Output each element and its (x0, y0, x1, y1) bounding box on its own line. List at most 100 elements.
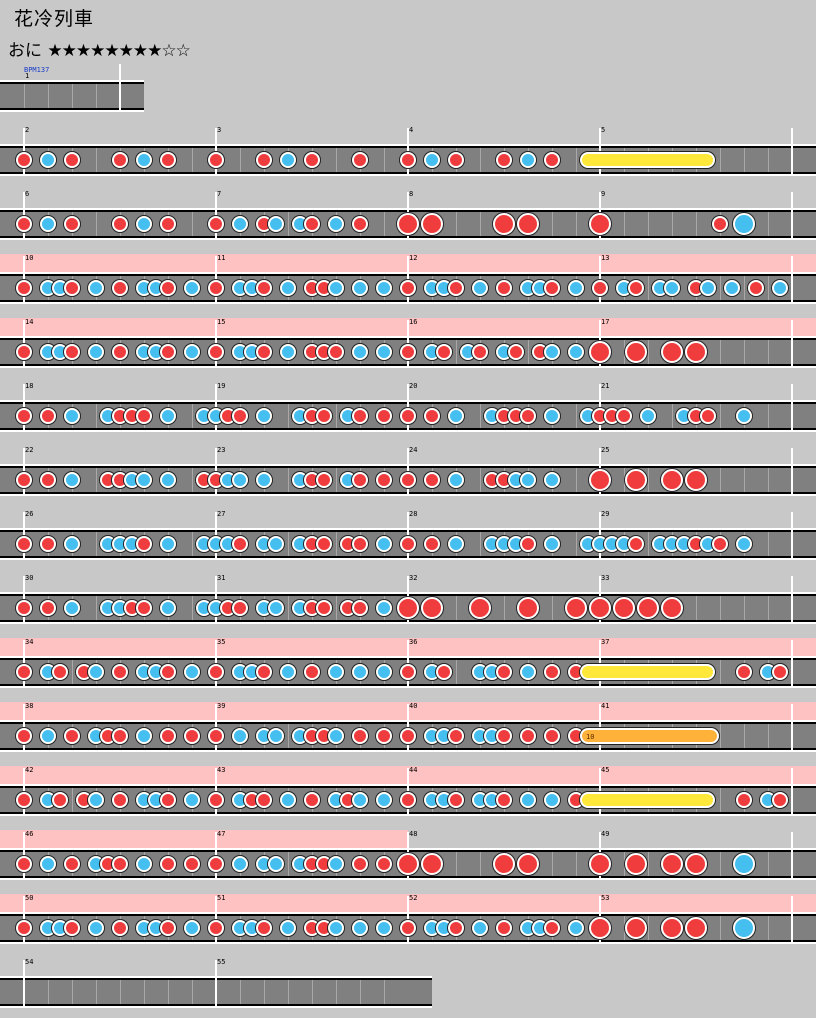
measure-number: 49 (601, 830, 610, 838)
measure-bar-line (23, 448, 25, 494)
beat-line (72, 980, 73, 1004)
beat-line (48, 84, 49, 108)
measure-bar-line (215, 576, 217, 622)
beat-line (696, 596, 697, 620)
measure-number: 52 (409, 894, 418, 902)
song-title: 花冷列車 (14, 8, 95, 30)
measure-number: 21 (601, 382, 610, 390)
measure-bar-line (791, 192, 793, 238)
ka-note (568, 920, 584, 936)
don-note (64, 344, 80, 360)
beat-line (456, 340, 457, 364)
measure-bar-line (23, 640, 25, 686)
measure-number: 40 (409, 702, 418, 710)
don-note (232, 408, 248, 424)
ka-note (376, 600, 392, 616)
beat-line (624, 916, 625, 940)
don-note (112, 152, 128, 168)
don-note (40, 536, 56, 552)
drumroll-note (580, 152, 715, 168)
ka-note (184, 664, 200, 680)
beat-line (624, 852, 625, 876)
measure-bar-line (215, 896, 217, 942)
ka-note (376, 792, 392, 808)
ka-note (88, 344, 104, 360)
drumroll-note (580, 664, 715, 680)
don-note (352, 536, 368, 552)
ka-note (88, 920, 104, 936)
don-note (772, 792, 788, 808)
don-note (160, 152, 176, 168)
don-note (544, 920, 560, 936)
beat-line (768, 916, 769, 940)
ka-note (544, 472, 560, 488)
measure-number: 39 (217, 702, 226, 710)
beat-line (672, 212, 673, 236)
beat-line (624, 468, 625, 492)
big-don-note (625, 917, 647, 939)
don-note (448, 792, 464, 808)
measure-number: 30 (25, 574, 34, 582)
measure-bar-line (215, 192, 217, 238)
measure-number: 55 (217, 958, 226, 966)
don-note (424, 472, 440, 488)
beat-line (648, 916, 649, 940)
ka-note (256, 408, 272, 424)
big-don-note (397, 597, 419, 619)
measure-bar-line (23, 960, 25, 1006)
don-note (112, 280, 128, 296)
ka-note (184, 344, 200, 360)
don-note (700, 408, 716, 424)
lane-edge (0, 238, 816, 240)
don-note (112, 792, 128, 808)
chart-row: 46 47 48 49 (0, 830, 816, 890)
don-note (304, 152, 320, 168)
don-note (520, 536, 536, 552)
beat-line (720, 404, 721, 428)
ka-note (280, 792, 296, 808)
beat-line (552, 212, 553, 236)
ka-note (136, 152, 152, 168)
measure-bar-line (215, 960, 217, 1006)
ka-note (232, 472, 248, 488)
beat-line (744, 148, 745, 172)
don-note (400, 664, 416, 680)
don-note (496, 792, 512, 808)
don-note (64, 152, 80, 168)
beat-line (480, 212, 481, 236)
measure-number: 31 (217, 574, 226, 582)
ka-note (280, 664, 296, 680)
ka-note (724, 280, 740, 296)
ka-note (328, 216, 344, 232)
beat-line (456, 852, 457, 876)
don-note (316, 408, 332, 424)
ka-note (664, 280, 680, 296)
ka-note (328, 664, 344, 680)
chart-row: 14 15 16 17 (0, 318, 816, 378)
don-note (112, 856, 128, 872)
beat-line (456, 212, 457, 236)
beat-line (480, 532, 481, 556)
big-don-note (661, 853, 683, 875)
measure-number: 42 (25, 766, 34, 774)
balloon-count: 10 (586, 733, 595, 741)
beat-line (576, 852, 577, 876)
ka-note (232, 856, 248, 872)
balloon-note: 10 (580, 728, 719, 744)
measure-bar-line (407, 512, 409, 558)
don-note (400, 536, 416, 552)
measure-bar-line (215, 832, 217, 878)
don-note (352, 600, 368, 616)
measure-bar-line (599, 128, 601, 174)
beat-line (744, 340, 745, 364)
don-note (208, 792, 224, 808)
beat-line (672, 404, 673, 428)
chart-row: 38 39 40 41 10 (0, 702, 816, 762)
bpm-label: BPM137 (24, 66, 50, 74)
big-don-note (625, 469, 647, 491)
ka-note (376, 536, 392, 552)
don-note (520, 728, 536, 744)
difficulty-label: おに (8, 41, 42, 61)
don-note (544, 280, 560, 296)
don-note (496, 280, 512, 296)
